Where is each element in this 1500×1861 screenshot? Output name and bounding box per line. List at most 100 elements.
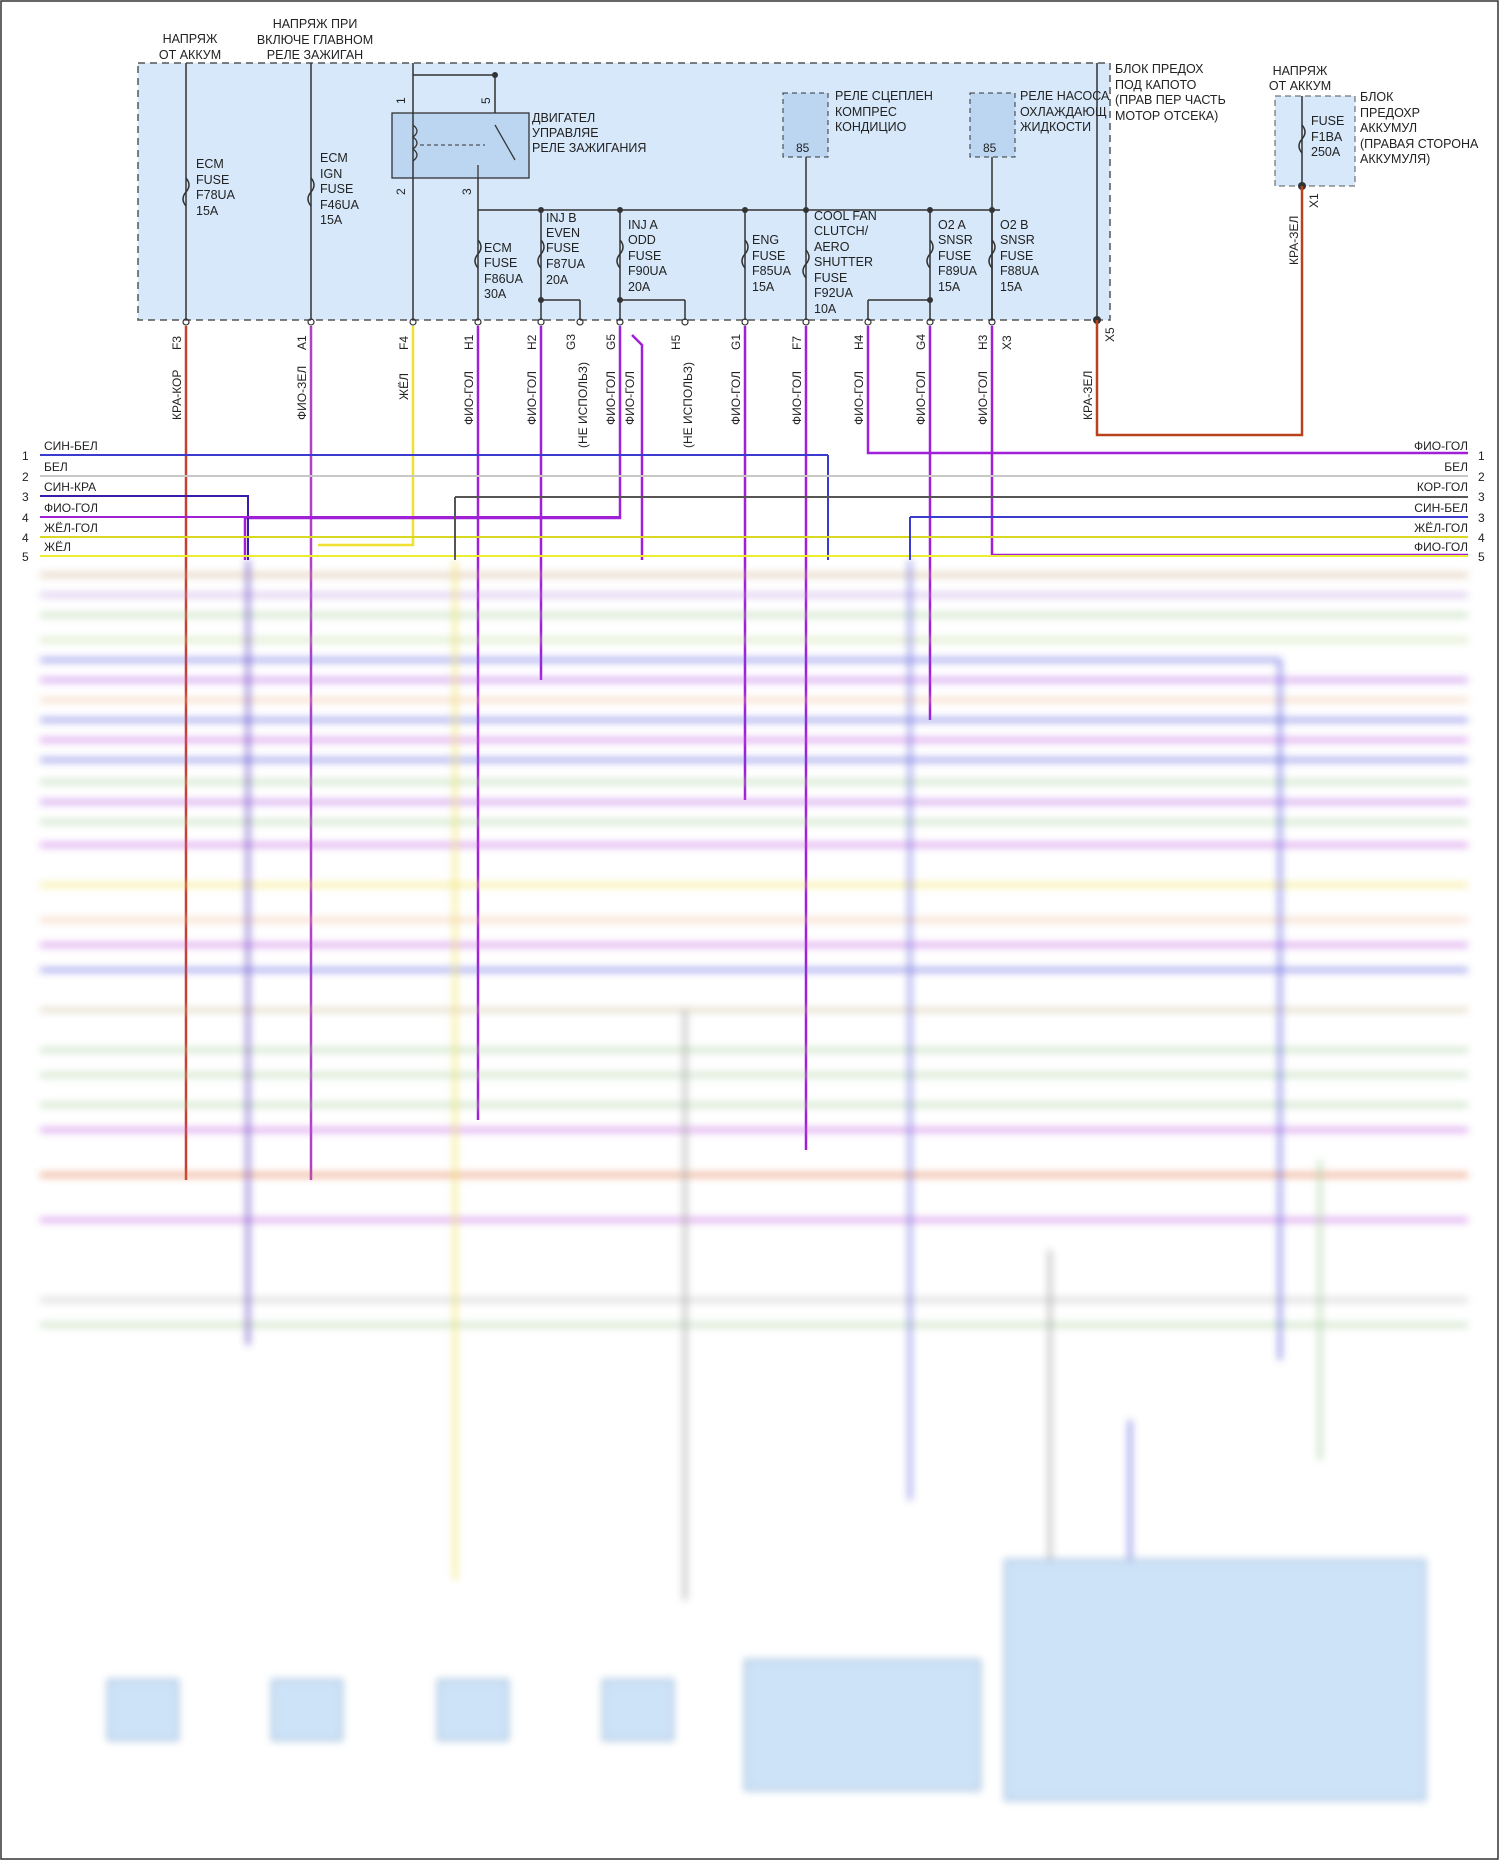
svg-text:15A: 15A	[938, 280, 961, 294]
svg-text:ФИО-ГОЛ: ФИО-ГОЛ	[852, 371, 866, 425]
svg-text:F88UA: F88UA	[1000, 264, 1040, 278]
battery-feed-wire	[1095, 186, 1304, 437]
svg-text:ФИО-ГОЛ: ФИО-ГОЛ	[729, 371, 743, 425]
svg-text:FUSE: FUSE	[484, 256, 517, 270]
svg-text:3: 3	[22, 490, 29, 504]
fuse-label-f90ua: INJ A ODD FUSE F90UA 20A	[628, 218, 668, 294]
ac-clutch-relay	[782, 92, 829, 158]
svg-text:INJ B: INJ B	[546, 211, 577, 225]
ac-clutch-relay-pin: 85	[796, 141, 810, 155]
svg-text:F92UA: F92UA	[814, 286, 854, 300]
svg-text:FUSE: FUSE	[546, 241, 579, 255]
bus-right-label-5: ЖЁЛ-ГОЛ	[1414, 521, 1468, 535]
svg-text:ENG: ENG	[752, 233, 779, 247]
svg-text:F1BA: F1BA	[1311, 130, 1343, 144]
bus-right-label-4: СИН-БЕЛ	[1414, 501, 1468, 515]
svg-text:2: 2	[394, 188, 408, 195]
svg-text:5: 5	[479, 97, 493, 104]
svg-text:КРА-КОР: КРА-КОР	[170, 370, 184, 420]
bus-left-label-5: ЖЁЛ-ГОЛ	[44, 521, 98, 535]
svg-text:30A: 30A	[484, 287, 507, 301]
svg-text:FUSE: FUSE	[320, 182, 353, 196]
svg-text:ПРЕДОХР: ПРЕДОХР	[1360, 106, 1420, 120]
svg-text:ФИО-ГОЛ: ФИО-ГОЛ	[914, 371, 928, 425]
svg-text:CLUTCH/: CLUTCH/	[814, 224, 869, 238]
svg-text:F46UA: F46UA	[320, 198, 360, 212]
svg-text:ФИО-ГОЛ: ФИО-ГОЛ	[790, 371, 804, 425]
bus-right-label-1: ФИО-ГОЛ	[1414, 439, 1468, 453]
svg-text:ЖЁЛ: ЖЁЛ	[397, 373, 411, 400]
bus-left: СИН-БЕЛ БЕЛ СИН-КРА ФИО-ГОЛ ЖЁЛ-ГОЛ ЖЁЛ …	[22, 439, 1468, 564]
bus-left-label-3: СИН-КРА	[44, 480, 96, 494]
svg-text:ФИО-ГОЛ: ФИО-ГОЛ	[462, 371, 476, 425]
svg-text:3: 3	[1478, 511, 1485, 525]
svg-text:ФИО-ГОЛ: ФИО-ГОЛ	[525, 371, 539, 425]
svg-text:FUSE: FUSE	[752, 249, 785, 263]
svg-text:INJ A: INJ A	[628, 218, 659, 232]
svg-text:ПОД КАПОТО: ПОД КАПОТО	[1115, 78, 1197, 92]
svg-text:G3: G3	[564, 334, 578, 350]
svg-text:FUSE: FUSE	[1311, 114, 1344, 128]
svg-text:H5: H5	[669, 334, 683, 350]
svg-text:ФИО-ГОЛ: ФИО-ГОЛ	[623, 371, 637, 425]
svg-text:SNSR: SNSR	[938, 233, 973, 247]
svg-text:ECM: ECM	[484, 241, 512, 255]
svg-text:FUSE: FUSE	[628, 249, 661, 263]
coolant-pump-relay-label: РЕЛЕ НАСОСА ОХЛАЖДАЮЩ ЖИДКОСТИ	[1020, 89, 1110, 134]
svg-text:1: 1	[394, 97, 408, 104]
svg-text:F90UA: F90UA	[628, 264, 668, 278]
bus-right: ФИО-ГОЛ БЕЛ КОР-ГОЛ СИН-БЕЛ ЖЁЛ-ГОЛ ФИО-…	[454, 439, 1485, 564]
svg-text:15A: 15A	[1000, 280, 1023, 294]
fuse-label-f88ua: O2 B SNSR FUSE F88UA 15A	[1000, 218, 1040, 294]
svg-text:5: 5	[22, 550, 29, 564]
bus-right-label-6: ФИО-ГОЛ	[1414, 540, 1468, 554]
svg-text:4: 4	[1478, 531, 1485, 545]
svg-text:H4: H4	[852, 334, 866, 350]
svg-text:H2: H2	[525, 334, 539, 350]
svg-text:G4: G4	[914, 334, 928, 350]
svg-text:ФИО-ГОЛ: ФИО-ГОЛ	[604, 371, 618, 425]
svg-text:250A: 250A	[1311, 145, 1341, 159]
svg-text:20A: 20A	[628, 280, 651, 294]
svg-text:IGN: IGN	[320, 167, 342, 181]
battery-wire-label: КРА-ЗЕЛ	[1287, 216, 1301, 265]
pin-wire-labels: КРА-КОР ФИО-ЗЕЛ ЖЁЛ ФИО-ГОЛ ФИО-ГОЛ (НЕ …	[170, 362, 1095, 448]
svg-text:ECM: ECM	[320, 151, 348, 165]
ac-clutch-relay-label: РЕЛЕ СЦЕПЛЕН КОМПРЕС КОНДИЦИО	[835, 89, 933, 134]
svg-text:3: 3	[1478, 490, 1485, 504]
svg-text:10A: 10A	[814, 302, 837, 316]
relay-pin-labels: 1 5 2 3	[394, 97, 493, 195]
svg-text:РЕЛЕ ЗАЖИГАНИЯ: РЕЛЕ ЗАЖИГАНИЯ	[532, 141, 646, 155]
svg-text:F85UA: F85UA	[752, 264, 792, 278]
svg-text:20A: 20A	[546, 273, 569, 287]
power-label-battery-right: НАПРЯЖ ОТ АККУМ	[1269, 64, 1331, 93]
svg-text:ОТ АККУМ: ОТ АККУМ	[159, 48, 221, 62]
bus-left-label-6: ЖЁЛ	[44, 540, 71, 554]
svg-text:АККУМУЛ: АККУМУЛ	[1360, 121, 1417, 135]
svg-text:МОТОР ОТСЕКА): МОТОР ОТСЕКА)	[1115, 109, 1218, 123]
svg-text:ФИО-ГОЛ: ФИО-ГОЛ	[976, 371, 990, 425]
svg-text:COOL FAN: COOL FAN	[814, 209, 877, 223]
battery-pin-x1: X1	[1307, 193, 1321, 208]
coolant-pump-relay-pin: 85	[983, 141, 997, 155]
svg-text:G5: G5	[604, 334, 618, 350]
svg-text:15A: 15A	[196, 204, 219, 218]
svg-text:SNSR: SNSR	[1000, 233, 1035, 247]
svg-text:АККУМУЛЯ): АККУМУЛЯ)	[1360, 152, 1430, 166]
svg-text:2: 2	[22, 470, 29, 484]
bus-right-label-3: КОР-ГОЛ	[1417, 480, 1468, 494]
fuse-label-f89ua: O2 A SNSR FUSE F89UA 15A	[938, 218, 978, 294]
svg-text:4: 4	[22, 531, 29, 545]
fuse-label-f46ua: ECM IGN FUSE F46UA 15A	[320, 151, 360, 227]
svg-text:НАПРЯЖ: НАПРЯЖ	[1273, 64, 1328, 78]
svg-text:(НЕ ИСПОЛЬЗ): (НЕ ИСПОЛЬЗ)	[681, 362, 695, 448]
svg-text:F4: F4	[397, 336, 411, 350]
svg-text:15A: 15A	[320, 213, 343, 227]
power-label-ignition: НАПРЯЖ ПРИ ВКЛЮЧЕ ГЛАВНОМ РЕЛЕ ЗАЖИГАН	[257, 17, 373, 62]
svg-text:FUSE: FUSE	[1000, 249, 1033, 263]
svg-text:G1: G1	[729, 334, 743, 350]
svg-text:FUSE: FUSE	[938, 249, 971, 263]
fuse-symbol-f46ua	[307, 177, 315, 207]
